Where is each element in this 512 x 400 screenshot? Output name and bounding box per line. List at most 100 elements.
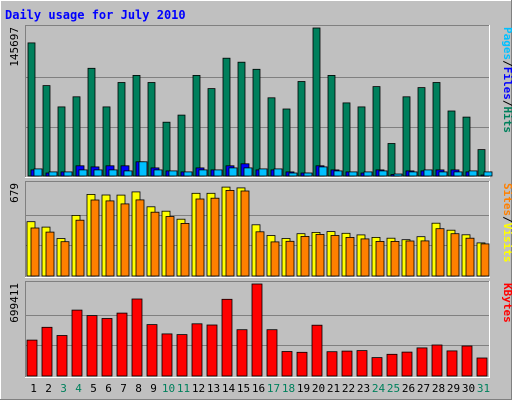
- hits-bar-day-1: [27, 42, 36, 177]
- sites-bar-day-10: [165, 216, 175, 277]
- x-tick-label-day-9: 9: [150, 382, 157, 395]
- x-tick-label-day-10: 10: [162, 382, 175, 395]
- x-tick-label-day-2: 2: [45, 382, 52, 395]
- legend-sites-label: Sites: [501, 183, 512, 216]
- sites-bar-day-14: [225, 189, 235, 277]
- x-tick-label-day-3: 3: [60, 382, 67, 395]
- hits-bar-day-20: [312, 27, 321, 177]
- hits-bar-day-28: [432, 82, 441, 177]
- hits-bar-day-19: [297, 81, 306, 177]
- pages-bar-day-8: [138, 161, 148, 177]
- kbytes-bar-day-9: [146, 324, 158, 377]
- x-tick-label-day-5: 5: [90, 382, 97, 395]
- sites-bar-day-2: [45, 231, 55, 277]
- x-tick-label-day-23: 23: [357, 382, 370, 395]
- hits-bar-day-3: [57, 106, 66, 177]
- x-tick-label-day-30: 30: [462, 382, 475, 395]
- kbytes-bar-day-2: [41, 326, 53, 377]
- kbytes-bar-day-19: [296, 351, 308, 377]
- sites-bar-day-19: [300, 235, 310, 277]
- x-axis-labels: 1 2 3 4 5 6 7 8 9 10 11 12 13 14 15 16 17 18 19 20 21 22 23 24 2…: [30, 382, 490, 395]
- kbytes-bar-day-6: [101, 318, 113, 377]
- hits-bar-day-24: [372, 86, 381, 177]
- kbytes-bar-day-25: [386, 353, 398, 377]
- hits-bar-day-21: [327, 75, 336, 177]
- pages-bar-day-2: [48, 171, 58, 177]
- x-tick-label-day-12: 12: [192, 382, 205, 395]
- legend-hits-label: Hits: [501, 107, 512, 134]
- panel-legend: Sites/Visits: [501, 183, 512, 263]
- legend-visits-label: Visits: [501, 223, 512, 263]
- x-tick-label-day-22: 22: [342, 382, 355, 395]
- pages-bar-day-11: [183, 171, 193, 177]
- x-tick-label-day-28: 28: [432, 382, 445, 395]
- x-tick-label-day-16: 16: [252, 382, 265, 395]
- kbytes-bar-day-21: [326, 351, 338, 377]
- sites-bar-day-12: [195, 198, 205, 277]
- kbytes-bar-day-23: [356, 350, 368, 377]
- legend-kbytes-label: KBytes: [501, 283, 512, 323]
- kbytes-bar-day-14: [221, 298, 233, 377]
- pages-bar-day-5: [93, 169, 103, 177]
- sites-bar-day-3: [60, 241, 70, 277]
- legend-pages-label: Pages: [501, 27, 512, 60]
- pages-bar-day-13: [213, 169, 223, 177]
- panel-legend: KBytes: [501, 283, 512, 323]
- pages-bar-day-29: [453, 171, 463, 177]
- x-tick-label-day-17: 17: [267, 382, 280, 395]
- panel-legend: Pages/Files/Hits: [501, 27, 512, 133]
- kbytes-bar-day-28: [431, 344, 443, 377]
- hits-bar-day-10: [162, 121, 171, 177]
- hits-bar-day-14: [222, 57, 231, 177]
- pages-bar-day-25: [393, 173, 403, 177]
- pages-bar-day-27: [423, 169, 433, 177]
- pages-bar-day-19: [303, 172, 313, 177]
- pages-bar-day-9: [153, 169, 163, 177]
- kbytes-bar-day-15: [236, 329, 248, 377]
- hits-bar-day-22: [342, 102, 351, 177]
- pages-bar-day-1: [33, 168, 43, 177]
- panels-layer: 145697Pages/Files/Hits679Sites/Visits699…: [8, 25, 512, 378]
- x-tick-label-day-20: 20: [312, 382, 325, 395]
- kbytes-bar-day-17: [266, 329, 278, 377]
- kbytes-bar-day-20: [311, 324, 323, 377]
- x-tick-label-day-31: 31: [477, 382, 490, 395]
- x-tick-label-day-19: 19: [297, 382, 310, 395]
- sites-bar-day-28: [435, 228, 445, 277]
- chart-title: Daily usage for July 2010: [5, 8, 186, 22]
- x-tick-label-day-6: 6: [105, 382, 112, 395]
- kbytes-bar-day-3: [56, 335, 68, 377]
- hits-bar-day-11: [177, 114, 186, 177]
- hits-bar-day-9: [147, 82, 156, 177]
- hits-bar-day-15: [237, 61, 246, 177]
- kbytes-bar-day-16: [251, 283, 263, 377]
- sites-bar-day-29: [450, 233, 460, 277]
- kbytes-bar-day-18: [281, 351, 293, 377]
- sites-bar-day-8: [135, 199, 145, 277]
- pages-bar-day-7: [123, 170, 133, 177]
- hits-bar-day-12: [192, 75, 201, 177]
- sites-bar-day-23: [360, 238, 370, 277]
- x-tick-label-day-29: 29: [447, 382, 460, 395]
- kbytes-bar-day-13: [206, 324, 218, 377]
- pages-bar-day-28: [438, 171, 448, 177]
- sites-bar-day-5: [90, 199, 100, 277]
- sites-bar-day-16: [255, 231, 265, 277]
- x-tick-label-day-24: 24: [372, 382, 386, 395]
- hits-bar-day-7: [117, 82, 126, 177]
- hits-bar-day-17: [267, 97, 276, 177]
- pages-bar-day-30: [468, 170, 478, 177]
- sites-bar-day-9: [150, 211, 160, 277]
- pages-bar-day-24: [378, 170, 388, 177]
- kbytes-bar-day-29: [446, 350, 458, 377]
- legend--label: /: [501, 100, 512, 107]
- hits-bar-day-23: [357, 106, 366, 177]
- kbytes-bar-day-26: [401, 351, 413, 377]
- panel-kbytes: 699411 KBytes: [8, 281, 512, 378]
- sites-bar-day-31: [480, 243, 490, 277]
- hits-bar-day-2: [42, 85, 51, 177]
- hits-bar-day-4: [72, 96, 81, 177]
- sites-bar-day-30: [465, 237, 475, 277]
